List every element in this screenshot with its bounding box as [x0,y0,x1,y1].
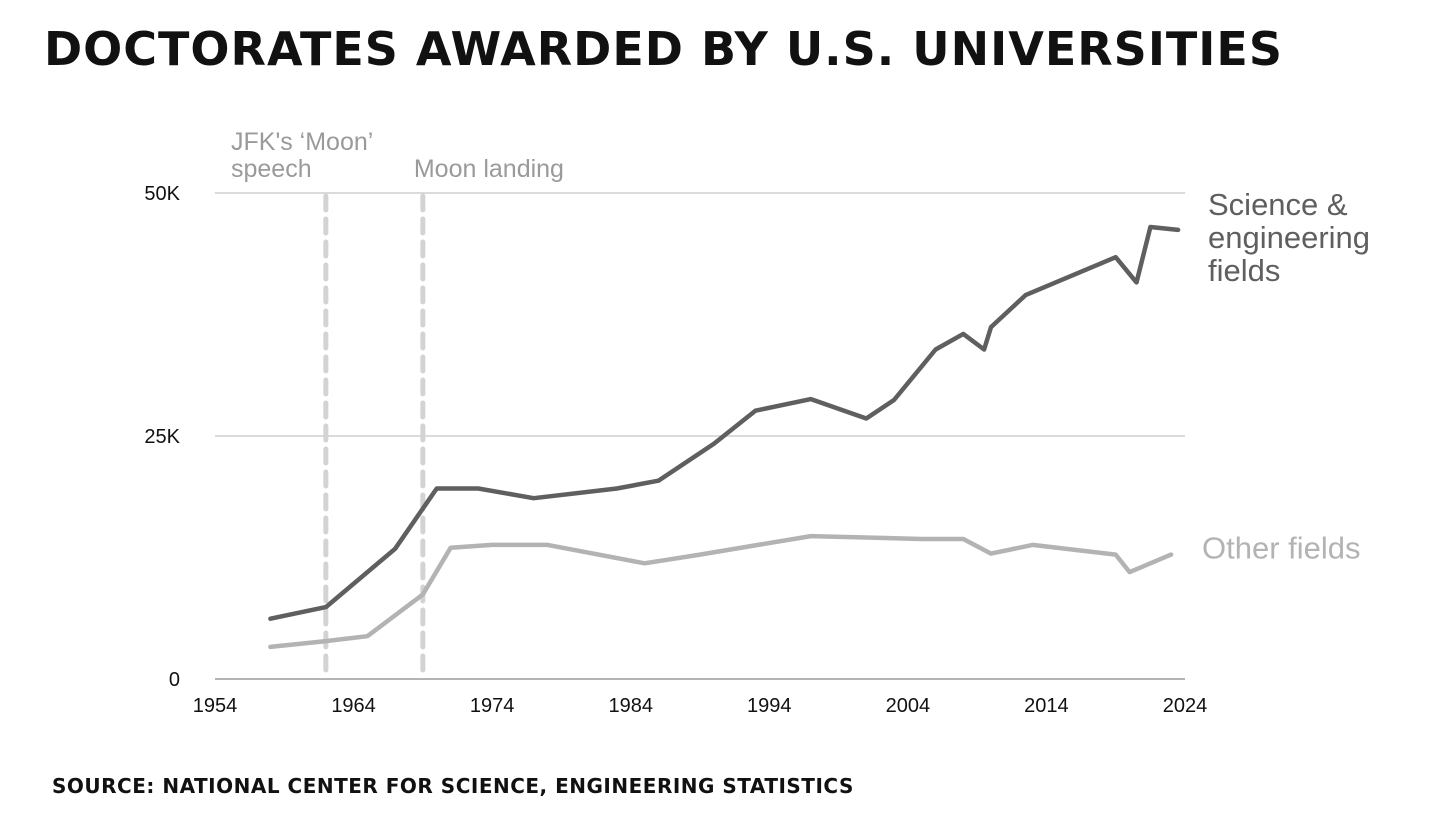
series-labels: Science & engineering fields Other fields [1202,187,1370,566]
series-label-line: fields [1208,253,1280,288]
y-tick-label: 50K [144,183,180,205]
series-label-line: engineering [1208,220,1370,255]
y-tick-label: 0 [169,669,180,691]
x-tick-label: 2024 [1163,695,1208,717]
science-engineering-label: Science & engineering fields [1208,187,1370,288]
x-tick-label: 1984 [608,695,653,717]
gridlines [215,192,1185,437]
annotation-label-line: Moon landing [414,155,564,183]
x-tick-label: 1964 [331,695,376,717]
x-tick-label: 1994 [747,695,792,717]
y-tick-label: 25K [144,426,180,448]
x-tick-label: 2004 [886,695,931,717]
other-fields-label: Other fields [1202,531,1361,566]
x-tick-label: 1974 [470,695,515,717]
other-fields-line [268,533,1174,650]
annotation-label: JFK's ‘Moon’ speech [231,128,373,183]
series-label-line: Other fields [1202,531,1361,566]
x-tick-label: 1954 [193,695,238,717]
annotation-label-line: speech [231,155,312,183]
annotation-label-line: JFK's ‘Moon’ [231,128,373,156]
axes: 0 25K 50K 1954 1964 1974 1984 1994 2004 2014 2024 [144,183,1207,717]
chart-title: DOCTORATES AWARDED BY U.S. UNIVERSITIES [44,22,1283,76]
event-annotations: JFK's ‘Moon’ speech Moon landing [231,128,564,682]
series-lines [268,224,1181,650]
source-note: SOURCE: NATIONAL CENTER FOR SCIENCE, ENG… [52,774,854,798]
annotation-label: Moon landing [414,155,564,183]
series-label-line: Science & [1208,187,1348,222]
x-tick-label: 2014 [1024,695,1069,717]
science-engineering-line [268,224,1181,621]
